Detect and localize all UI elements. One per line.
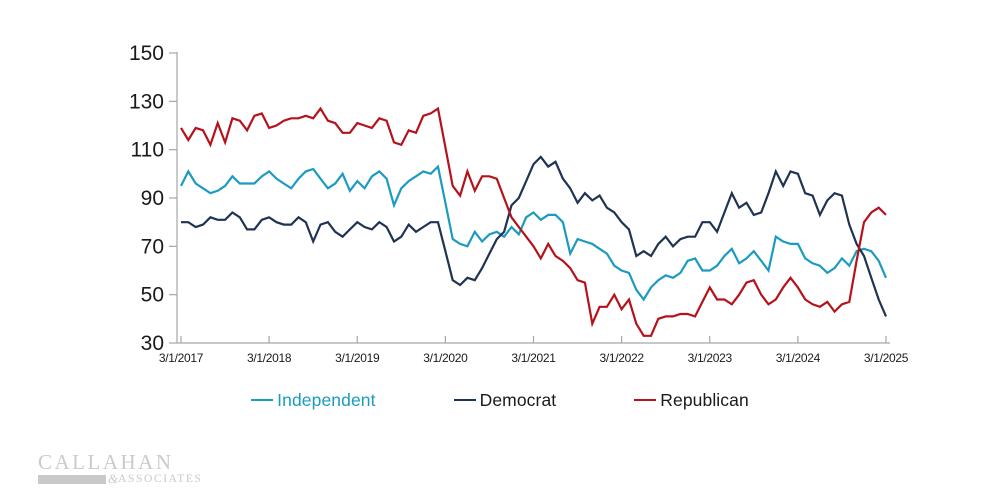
y-axis-tick-label: 150 [129, 42, 164, 65]
logo-subline: & ASSOCIATES [38, 471, 203, 486]
logo-ampersand-icon: & [108, 471, 119, 486]
y-axis-tick-label: 90 [141, 187, 164, 210]
callahan-logo: CALLAHAN & ASSOCIATES [38, 451, 203, 485]
x-axis-tick-label: 3/1/2023 [688, 351, 733, 365]
x-axis-tick-label: 3/1/2020 [423, 351, 468, 365]
series-line-independent [180, 164, 888, 302]
legend-dash-independent-icon [251, 399, 274, 401]
legend-dash-democrat-icon [453, 399, 476, 401]
legend-label-republican: Republican [660, 389, 749, 410]
series-line-democrat [181, 155, 888, 317]
logo-bar [38, 474, 106, 484]
logo-associates: ASSOCIATES [118, 473, 203, 485]
legend-item-democrat: Democrat [453, 389, 557, 411]
logo-wordmark: CALLAHAN [38, 450, 174, 474]
series-line-republican [180, 106, 887, 337]
legend-item-independent: Independent [251, 390, 375, 411]
y-axis-tick-label: 30 [141, 332, 164, 355]
x-axis-tick-label: 3/1/2019 [335, 351, 380, 365]
x-axis-tick-label: 3/1/2024 [776, 351, 821, 365]
x-axis-tick-label: 3/1/2021 [511, 351, 556, 365]
legend-label-democrat: Democrat [479, 389, 557, 410]
legend-dash-republican-icon [634, 399, 657, 401]
x-axis-tick-label: 3/1/2022 [599, 351, 644, 365]
y-axis-tick-label: 50 [141, 284, 164, 307]
y-axis-tick-label: 110 [131, 139, 164, 162]
y-axis-tick-label: 70 [141, 235, 164, 258]
x-axis-tick-label: 3/1/2025 [864, 351, 909, 365]
x-axis-tick-label: 3/1/2018 [247, 351, 292, 365]
legend-item-republican: Republican [634, 390, 749, 411]
x-axis-tick-label: 3/1/2017 [159, 351, 204, 365]
legend-label-independent: Independent [277, 389, 376, 410]
y-axis-tick-label: 130 [129, 90, 164, 113]
chart-legend: Independent Democrat Republican [0, 387, 1000, 413]
